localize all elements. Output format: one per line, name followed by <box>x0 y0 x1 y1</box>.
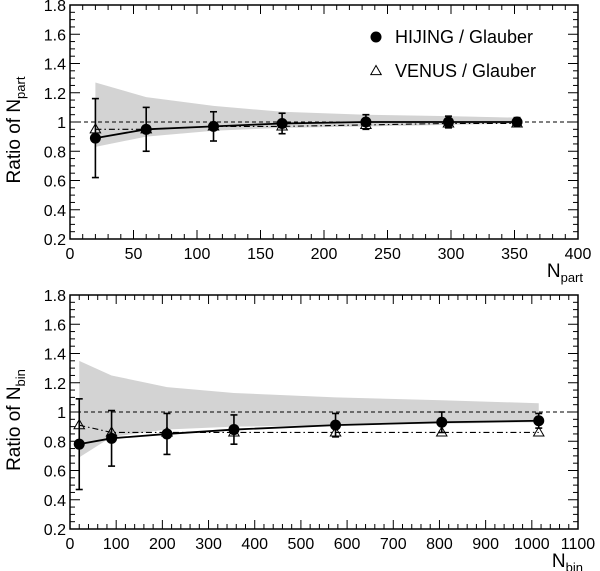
axes-layer: 0 50 100 150 200 250 300 350 400 0.2 0.4 0.6 0.8 1 1.2… <box>44 0 592 263</box>
y-axis-label-main: Ratio of N <box>4 99 25 183</box>
venus-point <box>227 425 241 437</box>
x-tick-label: 800 <box>426 536 453 553</box>
venus-point <box>359 118 372 129</box>
x-axis-label: Npart <box>547 261 584 285</box>
y-tick-label: 1.8 <box>44 0 66 15</box>
y-axis-label: Ratio of Nbin <box>4 369 28 471</box>
x-tick-label: 350 <box>501 246 528 263</box>
uncertainty-band-layer <box>95 82 518 147</box>
y-axis-label: Ratio of Npart <box>4 76 28 183</box>
x-axis-label-main: N <box>552 551 566 571</box>
hijing-point <box>533 415 545 427</box>
hijing-point <box>330 419 342 431</box>
y-tick-label: 0.6 <box>44 174 66 191</box>
y-tick-label: 1.2 <box>44 86 66 103</box>
x-tick-label: 300 <box>438 246 465 263</box>
y-tick-label: 1 <box>57 405 66 422</box>
legend-label-venus: VENUS / Glauber <box>395 61 536 81</box>
x-tick-label: 0 <box>66 246 75 263</box>
x-tick-label: 1100 <box>561 536 596 553</box>
venus-point <box>207 119 220 131</box>
y-tick-label: 1.4 <box>44 347 66 364</box>
venus-point <box>140 122 153 134</box>
venus-point <box>510 116 524 128</box>
y-axis-label-main: Ratio of N <box>4 386 25 470</box>
panel-nbin: 0 100 200 300 400 500 600 700 800 900 1000 1100 0.2 0… <box>4 288 595 571</box>
axes-layer: 0 100 200 300 400 500 600 700 800 900 1000 1100 0.2 0… <box>44 288 596 553</box>
x-tick-label: 1000 <box>514 536 550 553</box>
y-tick-label: 1.6 <box>44 317 66 334</box>
legend-label-hijing: HIJING / Glauber <box>395 27 533 47</box>
y-tick-label: 1.8 <box>44 288 66 305</box>
series-layer <box>89 97 524 179</box>
y-tick-label: 0.2 <box>44 522 66 539</box>
x-tick-label: 100 <box>184 246 211 263</box>
y-tick-label: 0.4 <box>44 203 66 220</box>
venus-point <box>276 119 289 131</box>
y-axis-label-sub: bin <box>13 369 28 386</box>
uncertainty-band <box>79 360 539 458</box>
series-line-venus <box>95 122 518 130</box>
legend-marker-venus <box>369 64 383 76</box>
y-tick-label: 0.8 <box>44 434 66 451</box>
x-tick-label: 50 <box>125 246 143 263</box>
y-tick-label: 0.6 <box>44 464 66 481</box>
hijing-point <box>89 132 101 144</box>
x-axis-label-sub: bin <box>566 560 583 571</box>
legend: HIJING / Glauber VENUS / Glauber <box>369 27 536 81</box>
venus-point <box>435 425 448 437</box>
y-tick-label: 1.6 <box>44 27 66 44</box>
y-tick-label: 1 <box>57 115 66 132</box>
hijing-point <box>442 116 454 128</box>
x-axis-label-main: N <box>547 261 561 282</box>
hijing-point <box>73 438 85 450</box>
x-tick-label: 300 <box>195 536 222 553</box>
venus-point <box>442 116 455 128</box>
x-tick-label: 150 <box>247 246 274 263</box>
x-axis-label: Nbin <box>552 551 583 571</box>
x-tick-label: 100 <box>103 536 130 553</box>
y-tick-label: 0.4 <box>44 493 66 510</box>
y-tick-label: 1.2 <box>44 376 66 393</box>
venus-point <box>160 425 174 437</box>
x-tick-label: 400 <box>565 246 592 263</box>
x-tick-label: 600 <box>334 536 361 553</box>
y-tick-label: 0.2 <box>44 232 66 249</box>
uncertainty-band <box>95 82 518 147</box>
x-tick-label: 900 <box>472 536 499 553</box>
hijing-point <box>436 416 448 428</box>
venus-point <box>105 425 118 437</box>
x-tick-label: 0 <box>66 536 75 553</box>
panel-npart: 0 50 100 150 200 250 300 350 400 0.2 0.4 0.6 0.8 1 1.2… <box>4 0 591 285</box>
y-tick-label: 1.4 <box>44 57 66 74</box>
venus-point <box>89 122 102 134</box>
y-axis-label-sub: part <box>13 76 28 99</box>
uncertainty-band-layer <box>79 360 539 458</box>
legend-marker-hijing <box>370 31 382 43</box>
hijing-point <box>511 116 523 128</box>
x-tick-label: 400 <box>241 536 268 553</box>
x-tick-label: 250 <box>374 246 401 263</box>
x-tick-label: 500 <box>288 536 315 553</box>
venus-point <box>329 425 342 437</box>
x-tick-label: 200 <box>149 536 176 553</box>
venus-point <box>532 425 545 437</box>
venus-point <box>73 418 86 430</box>
x-tick-label: 700 <box>380 536 407 553</box>
y-tick-label: 0.8 <box>44 144 66 161</box>
x-tick-label: 200 <box>311 246 338 263</box>
x-axis-label-sub: part <box>561 270 584 285</box>
